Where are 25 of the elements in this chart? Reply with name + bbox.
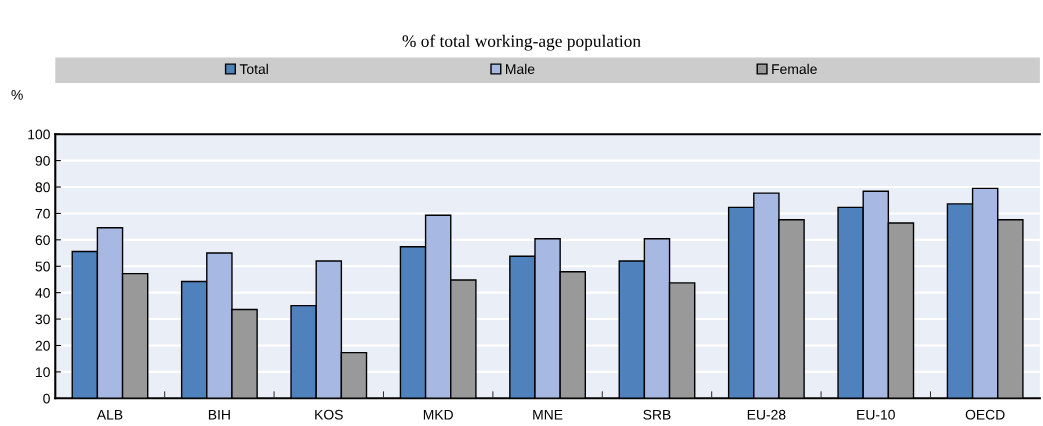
legend-label: Female xyxy=(772,63,817,75)
x-tick-label: BIH xyxy=(208,409,230,420)
y-tick-label: 60 xyxy=(35,235,50,246)
y-tick-label: 10 xyxy=(36,367,50,378)
y-tick-label: 0 xyxy=(43,393,50,404)
x-tick-label: SRB xyxy=(643,409,671,420)
y-tick-label: 40 xyxy=(35,288,50,298)
x-tick-label: KOS xyxy=(315,409,343,420)
x-tick-label: MNE xyxy=(533,409,563,420)
chart-title: % of total working-age population xyxy=(402,34,641,51)
x-tick-label: ALB xyxy=(96,409,123,420)
x-tick-label: EU-28 xyxy=(747,409,786,420)
y-tick-label: 80 xyxy=(35,182,50,193)
y-tick-label: 20 xyxy=(35,340,50,351)
y-tick-label: 100 xyxy=(28,129,50,140)
y-tick-label: 90 xyxy=(35,155,50,166)
y-tick-label: 70 xyxy=(35,208,50,219)
x-tick-label: OECD xyxy=(965,409,1005,420)
y-axis-title: % xyxy=(11,89,23,100)
x-tick-label: EU-10 xyxy=(857,409,895,420)
legend-label: Male xyxy=(506,63,535,75)
y-tick-label: 30 xyxy=(35,314,50,325)
y-tick-label: 50 xyxy=(35,261,50,272)
x-tick-label: MKD xyxy=(423,409,453,420)
legend-label: Total xyxy=(239,63,268,75)
